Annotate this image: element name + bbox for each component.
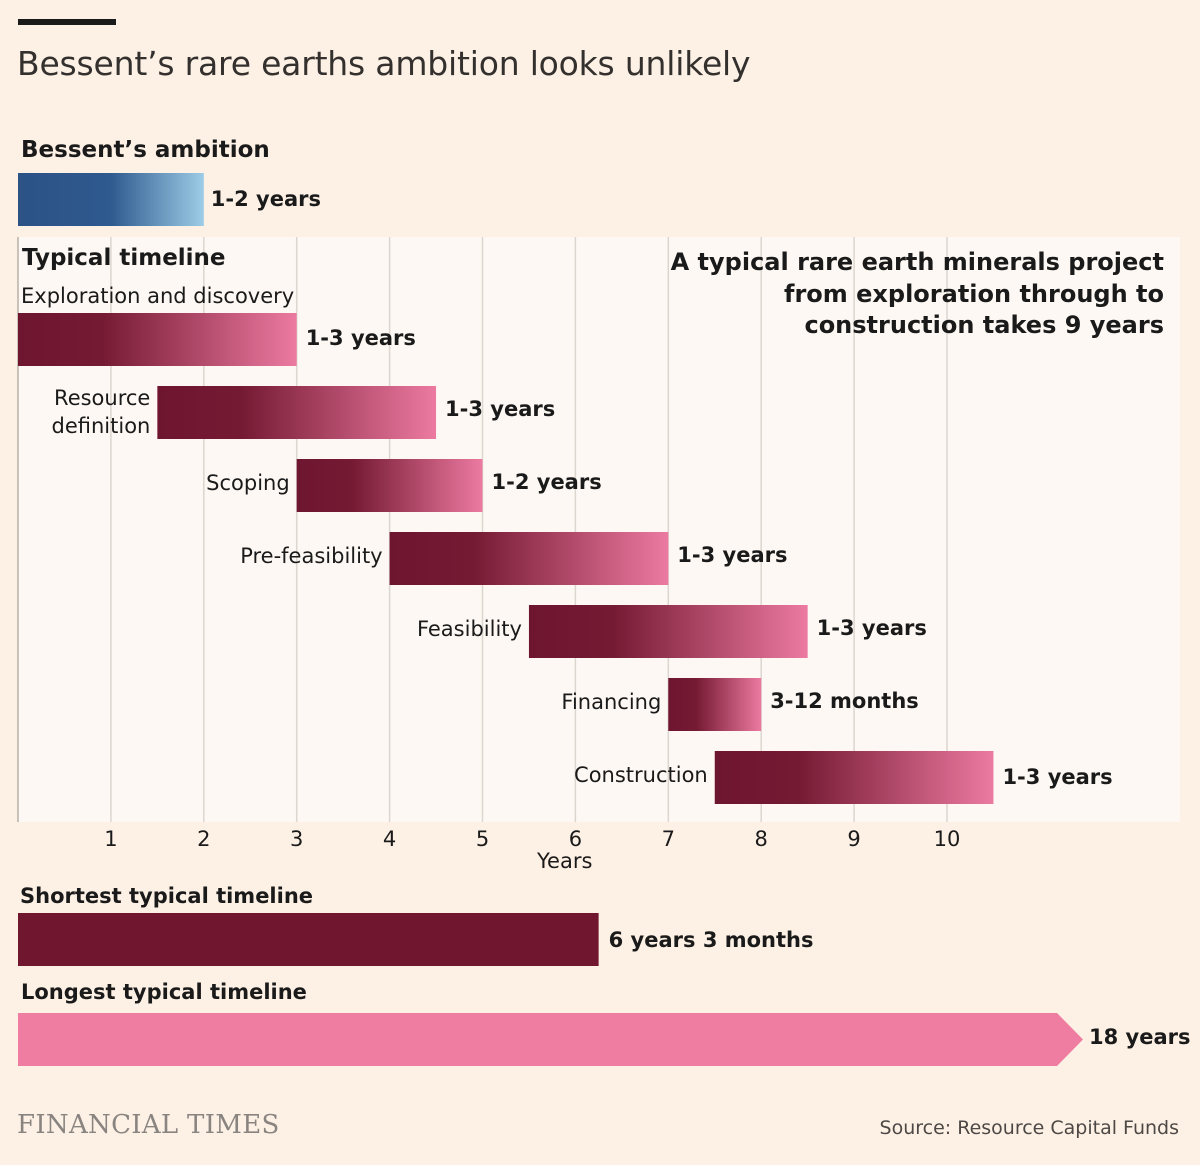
stage-name-label: Pre-feasibility [240,544,383,568]
stage-bar [528,605,808,658]
shortest-bar [18,913,599,966]
longest-heading: Longest typical timeline [21,980,307,1004]
stage-name-label: Exploration and discovery [21,284,295,308]
stage-name-label: Resource definition [51,386,151,438]
shortest-heading: Shortest typical timeline [20,884,314,908]
ambition-heading: Bessent’s ambition [21,137,270,163]
longest-bar-label: 18 years [1089,1025,1191,1049]
stage-duration-label: 1-3 years [677,543,788,567]
brand-rule [18,19,116,25]
stage-name-label: Construction [574,763,708,787]
stage-duration-label: 1-2 years [491,470,602,494]
x-tick-label: 4 [383,827,396,851]
callout-line-1: A typical rare earth minerals project [670,248,1164,276]
stage-duration-label: 3-12 months [770,689,919,713]
source-note: Source: Resource Capital Funds [879,1117,1179,1139]
x-tick-label: 8 [755,827,768,851]
stage-bar [668,678,762,731]
x-tick-label: 10 [934,827,961,851]
stage-bar [389,532,669,585]
stage-duration-label: 1-3 years [1002,765,1113,789]
x-tick-label: 7 [662,827,675,851]
shortest-bar-label: 6 years 3 months [608,928,814,952]
ambition-bar [18,173,204,226]
stage-bar [714,751,994,804]
typical-timeline-heading: Typical timeline [22,245,226,271]
x-tick-label: 3 [290,827,303,851]
x-tick-label: 6 [569,827,582,851]
x-tick-label: 5 [476,827,489,851]
chart-title: Bessent’s rare earths ambition looks unl… [17,44,751,83]
stage-duration-label: 1-3 years [445,397,556,421]
ambition-bar-label: 1-2 years [210,187,322,211]
callout-annotation: A typical rare earth minerals project fr… [671,247,1164,342]
stage-bar [296,459,483,512]
stage-duration-label: 1-3 years [816,616,927,640]
callout-line-2: from exploration through to [784,279,1164,308]
ft-logo: FINANCIAL TIMES [17,1110,280,1140]
stage-name-label: Feasibility [416,617,522,641]
stage-bar [157,386,437,439]
longest-bar [18,1013,1083,1066]
x-axis-label: Years [537,849,593,873]
stage-name-label: Scoping [206,471,290,495]
stage-name-label: Financing [561,690,662,714]
stage-bar [18,313,297,366]
callout-line-3: construction takes 9 years [804,311,1164,339]
stage-duration-label: 1-3 years [305,326,416,350]
x-tick-label: 9 [847,827,860,851]
x-tick-label: 1 [104,827,117,851]
x-tick-label: 2 [197,827,210,851]
